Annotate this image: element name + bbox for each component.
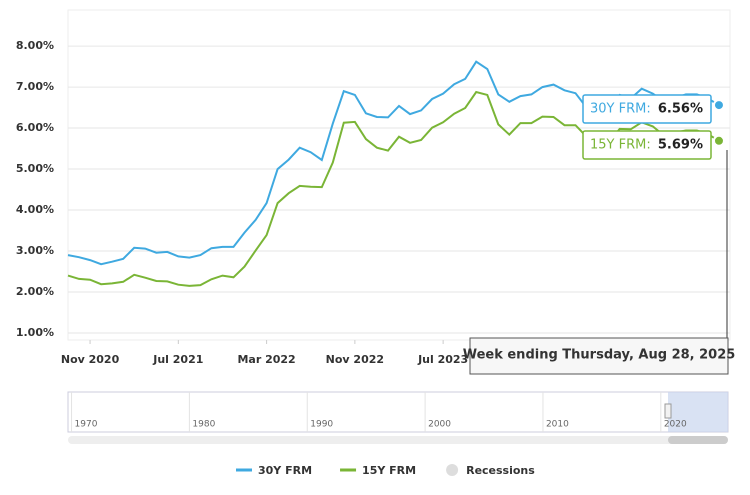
tooltip-box [582,130,712,160]
y-tick-label: 1.00% [16,326,54,339]
tooltip-series: 30Y FRM: [590,102,651,117]
scrollbar[interactable] [68,436,728,444]
tooltip-marker [712,134,725,147]
y-tick-label: 3.00% [16,244,54,257]
y-tick-label: 8.00% [16,39,54,52]
legend-label[interactable]: 30Y FRM [258,464,312,477]
y-tick-label: 7.00% [16,80,54,93]
tooltip-date-box [469,337,729,375]
navigator-tick-label: 2020 [664,420,687,430]
x-tick-label: Nov 2020 [61,353,120,366]
navigator-handle[interactable] [664,403,672,419]
tooltip-box [582,94,712,124]
navigator[interactable] [67,391,729,433]
navigator-axis: 1970 1980 1990 2000 2010 2020 [71,392,687,432]
y-tick-label: 6.00% [16,121,54,134]
tooltip-date: Week ending Thursday, Aug 28, 2025 [463,348,736,363]
scrollbar-thumb[interactable] [668,436,728,444]
plot-area [67,9,731,341]
x-tick-label: Mar 2022 [237,353,295,366]
x-tick-label: Jul 2023 [417,353,468,366]
tooltip-series: 15Y FRM: [590,138,651,153]
navigator-tick-label: 1990 [310,420,333,430]
y-tick-label: 4.00% [16,203,54,216]
navigator-tick-label: 1980 [192,420,215,430]
x-tick-label: Jul 2021 [152,353,203,366]
axes: 1.00% 2.00% 3.00% 4.00% 5.00% 6.00% 7.00% 8.00%… [16,39,468,366]
navigator-selection[interactable] [668,392,728,432]
x-tick-label: Nov 2022 [326,353,384,366]
legend-label[interactable]: Recessions [466,464,535,477]
tooltip: 30Y FRM: 6.56% 15Y FRM: 5.69% Week ending Th… [463,94,736,375]
grid [68,45,730,334]
y-tick-label: 2.00% [16,285,54,298]
legend-symbol[interactable] [446,464,459,476]
legend-label[interactable]: 15Y FRM [362,464,416,477]
y-tick-label: 5.00% [16,162,54,175]
legend: 30Y FRM 15Y FRM Recessions [236,464,535,477]
tooltip-marker [712,99,725,112]
tooltip-value: 5.69% [658,138,703,153]
navigator-tick-label: 2000 [428,420,451,430]
navigator-tick-label: 1970 [75,420,98,430]
navigator-tick-label: 2010 [546,420,569,430]
tooltip-value: 6.56% [658,102,703,117]
